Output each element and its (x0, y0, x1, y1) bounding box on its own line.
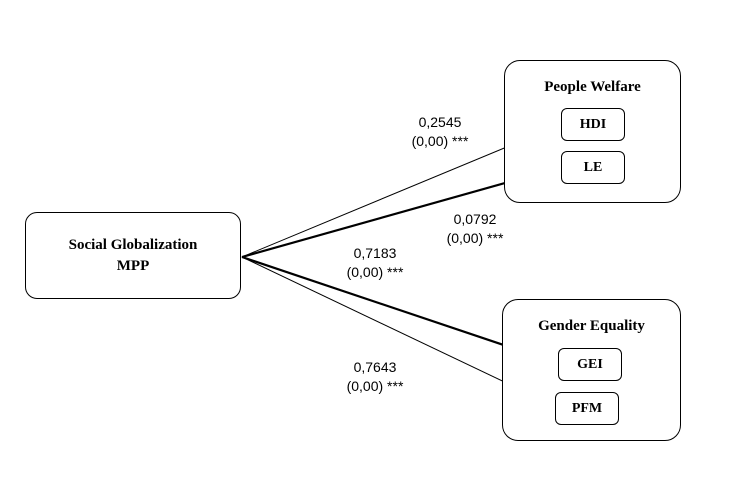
coef-le: 0,0792 (453, 211, 497, 227)
path-label-hdi: 0,2545 (0,00) *** (395, 113, 485, 151)
pfm-node: PFM (555, 392, 619, 425)
path-label-pfm: 0,7643 (0,00) *** (330, 358, 420, 396)
hdi-node: HDI (561, 108, 625, 141)
sig-hdi: (0,00) *** (411, 133, 469, 149)
social-globalization-node: Social Globalization MPP (25, 212, 241, 299)
source-label-line2: MPP (116, 258, 150, 274)
gei-node: GEI (558, 348, 622, 381)
gender-equality-title: Gender Equality (538, 318, 645, 334)
path-label-le: 0,0792 (0,00) *** (430, 210, 520, 248)
coef-hdi: 0,2545 (418, 114, 462, 130)
coef-pfm: 0,7643 (353, 359, 397, 375)
coef-gei: 0,7183 (353, 245, 397, 261)
sig-pfm: (0,00) *** (346, 378, 404, 394)
sig-gei: (0,00) *** (346, 264, 404, 280)
path-label-gei: 0,7183 (0,00) *** (330, 244, 420, 282)
source-label-line1: Social Globalization (68, 237, 198, 253)
people-welfare-title: People Welfare (544, 79, 641, 95)
le-node: LE (561, 151, 625, 184)
sig-le: (0,00) *** (446, 230, 504, 246)
